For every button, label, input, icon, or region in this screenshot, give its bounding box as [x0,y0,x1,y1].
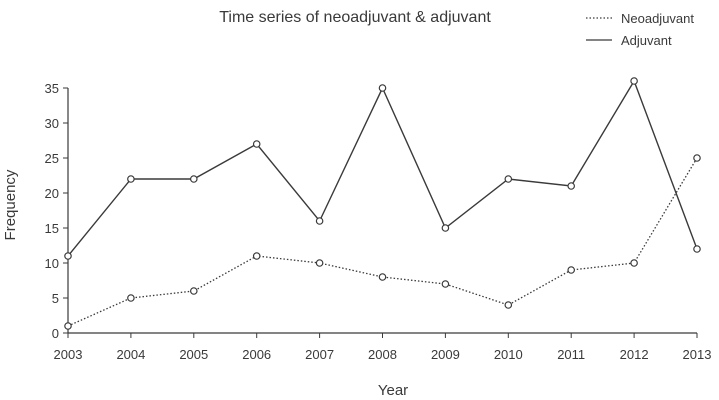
data-point-neoadjuvant [504,301,513,309]
y-tick-label: 5 [52,291,59,306]
y-tick-label: 20 [45,186,59,201]
data-point-neoadjuvant [567,266,576,274]
y-tick-label: 25 [45,151,59,166]
data-point-adjuvant [504,175,513,183]
x-tick-label: 2010 [494,347,523,362]
x-tick-label: 2003 [54,347,83,362]
x-axis-ticks: 2003 2004 2005 2006 2007 2008 2009 2010 2011 2012… [54,333,712,362]
data-point-adjuvant [127,175,135,183]
y-tick-label: 15 [45,221,59,236]
x-tick-label: 2004 [116,347,145,362]
data-point-neoadjuvant [64,322,72,330]
data-point-adjuvant [441,224,450,232]
axes [67,88,697,334]
x-tick-label: 2008 [368,347,397,362]
x-axis-label: Year [378,382,408,399]
x-tick-label: 2013 [683,347,712,362]
data-point-adjuvant [378,84,387,92]
data-point-neoadjuvant [630,259,638,267]
data-point-neoadjuvant [441,280,450,288]
data-point-adjuvant [693,245,701,253]
legend-label-neoadjuvant: Neoadjuvant [621,11,694,26]
data-point-neoadjuvant [693,154,701,162]
data-point-neoadjuvant [315,259,324,267]
data-point-neoadjuvant [252,252,261,260]
data-point-adjuvant [315,217,324,225]
legend: Neoadjuvant Adjuvant [586,11,694,48]
x-tick-label: 2007 [305,347,334,362]
y-tick-label: 0 [52,326,59,341]
y-tick-label: 35 [45,81,59,96]
x-tick-label: 2009 [431,347,460,362]
y-axis-ticks: 0 5 10 15 20 25 30 35 [45,81,68,341]
y-tick-label: 30 [45,116,59,131]
data-point-adjuvant [252,140,261,148]
series-line-adjuvant [67,79,698,257]
y-tick-label: 10 [45,256,59,271]
data-point-adjuvant [190,175,198,183]
data-point-neoadjuvant [190,287,198,295]
y-axis-label: Frequency [2,169,19,240]
data-point-neoadjuvant [378,273,387,281]
x-tick-label: 2006 [242,347,271,362]
x-tick-label: 2005 [179,347,208,362]
series-layer [64,77,701,330]
chart-title: Time series of neoadjuvant & adjuvant [219,9,491,26]
legend-label-adjuvant: Adjuvant [621,33,672,48]
x-tick-label: 2011 [557,347,585,362]
series-line-neoadjuvant [67,157,698,327]
data-point-adjuvant [630,77,638,85]
data-point-neoadjuvant [127,294,135,302]
data-point-adjuvant [567,182,576,190]
data-point-adjuvant [64,252,72,260]
x-tick-label: 2012 [620,347,649,362]
